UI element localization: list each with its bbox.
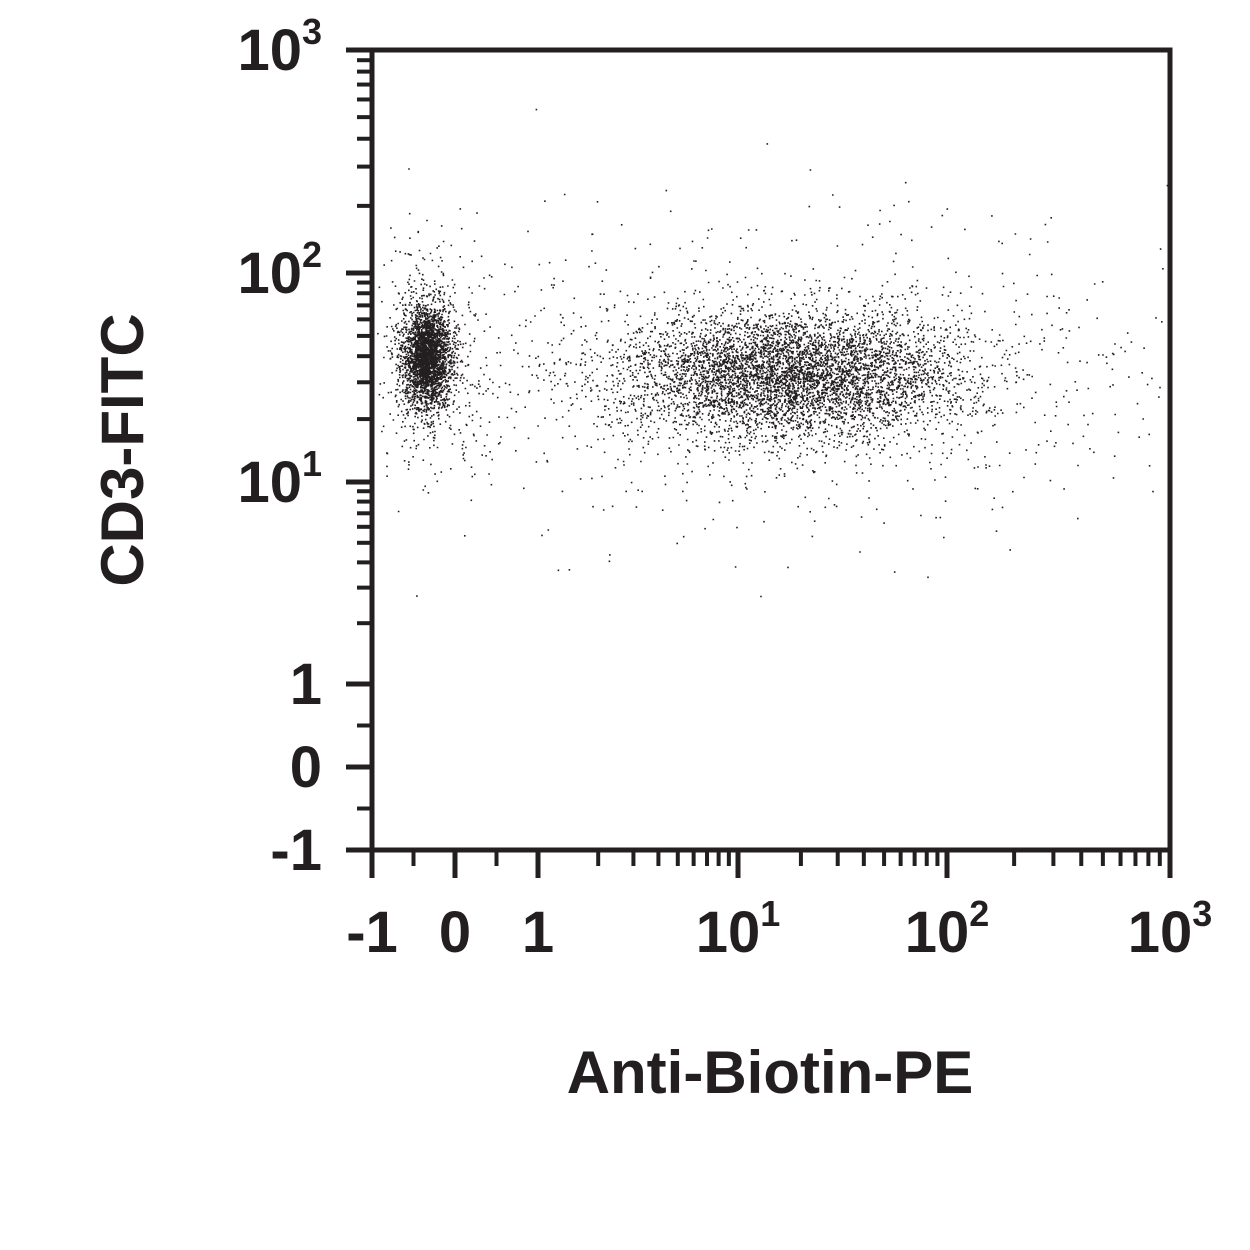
y-tick-label-base: 10 (237, 450, 302, 515)
y-tick-label-base: 0 (290, 735, 322, 800)
y-tick-label-base: 10 (237, 241, 302, 306)
y-tick-label: 103 (237, 11, 322, 83)
x-tick-label-exponent: 1 (760, 893, 780, 934)
x-tick-label-base: 10 (696, 900, 761, 965)
x-tick-label-base: 0 (439, 900, 471, 965)
data-points (377, 108, 1169, 598)
x-tick-label-exponent: 2 (969, 893, 989, 934)
event-dots (377, 108, 1169, 598)
x-tick-label-base: 10 (1128, 900, 1193, 965)
plot-frame (369, 47, 1173, 853)
x-tick-label: 103 (1128, 893, 1213, 965)
y-tick-label-exponent: 1 (302, 443, 322, 484)
x-tick-label: 0 (439, 900, 471, 965)
x-tick-label-exponent: 3 (1192, 893, 1212, 934)
y-tick-label: 101 (237, 443, 322, 515)
x-tick-label: 1 (522, 900, 554, 965)
x-axis-minor-ticks (411, 850, 1162, 866)
y-tick-label-exponent: 2 (302, 234, 322, 275)
x-tick-label-base: -1 (346, 900, 398, 965)
y-tick-label-base: 10 (237, 18, 302, 83)
y-tick-label: 1 (290, 652, 322, 717)
y-tick-label: 0 (290, 735, 322, 800)
x-tick-label: 102 (905, 893, 990, 965)
y-tick-label-exponent: 3 (302, 11, 322, 52)
y-tick-label-base: -1 (270, 818, 322, 883)
y-tick-label: 102 (237, 234, 322, 306)
y-tick-label-base: 1 (290, 652, 322, 717)
x-tick-label-base: 1 (522, 900, 554, 965)
x-axis-ticks: -1 0 1 101 102 103 (346, 850, 1212, 965)
x-tick-label: 101 (696, 893, 781, 965)
y-axis-title: CD3-FITC (89, 313, 156, 586)
x-tick-label: -1 (346, 900, 398, 965)
y-tick-label: -1 (270, 818, 322, 883)
x-axis-title: Anti-Biotin-PE (567, 1039, 974, 1106)
x-tick-label-base: 10 (905, 900, 970, 965)
